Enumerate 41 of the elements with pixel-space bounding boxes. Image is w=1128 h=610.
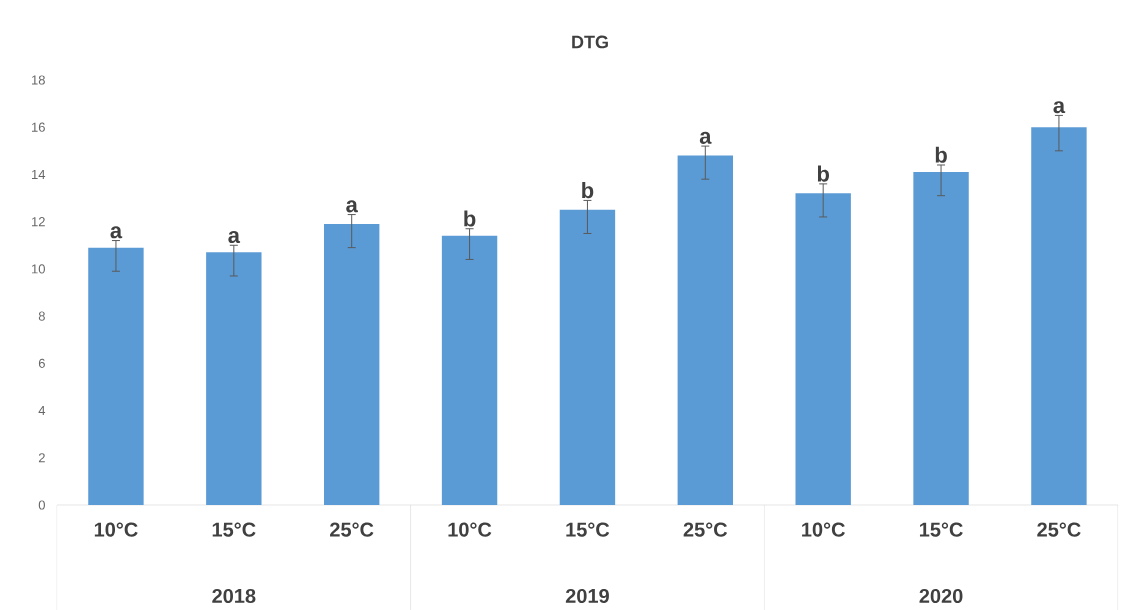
bar	[441, 235, 498, 505]
y-tick-label: 2	[38, 453, 45, 463]
bar	[206, 252, 262, 505]
bar	[88, 247, 144, 505]
bar	[559, 209, 616, 505]
bar	[795, 193, 851, 505]
y-tick-label: 0	[38, 500, 45, 510]
y-tick-label: 18	[32, 75, 45, 85]
x-tick-label: 15°C	[919, 522, 963, 537]
x-tick-label: 15°C	[212, 522, 256, 537]
y-tick-label: 8	[38, 311, 45, 321]
x-tick-label: 25°C	[330, 522, 374, 537]
bar	[913, 171, 969, 505]
data-label: a	[1053, 101, 1066, 114]
text: 2019	[565, 588, 609, 603]
y-tick-label: 6	[38, 358, 45, 368]
y-tick-label: 4	[38, 405, 46, 415]
x-tick-label: 10°C	[448, 522, 492, 537]
x-tick-label: 10°C	[94, 522, 138, 537]
bar	[677, 155, 734, 505]
data-label: b	[817, 165, 829, 182]
bar	[323, 223, 380, 505]
text: 2018	[212, 588, 256, 603]
data-label: b	[464, 210, 476, 227]
bar	[1031, 127, 1087, 505]
y-tick-label: 10	[32, 264, 45, 274]
y-tick-label: 12	[32, 217, 45, 227]
y-tick-label: 14	[32, 169, 46, 179]
text: 2020	[919, 588, 963, 603]
data-label: b	[935, 146, 947, 163]
data-label: a	[228, 230, 241, 243]
data-label: a	[346, 200, 358, 213]
x-tick-label: 25°C	[1037, 522, 1081, 537]
x-tick-label: 15°C	[566, 522, 610, 537]
x-tick-label: 25°C	[683, 522, 728, 537]
data-label: b	[582, 181, 594, 199]
y-tick-label: 16	[32, 122, 45, 132]
chart-title: DTG	[572, 35, 608, 49]
x-tick-label: 10°C	[802, 522, 845, 537]
data-label: a	[699, 131, 712, 144]
data-label: a	[110, 226, 123, 239]
